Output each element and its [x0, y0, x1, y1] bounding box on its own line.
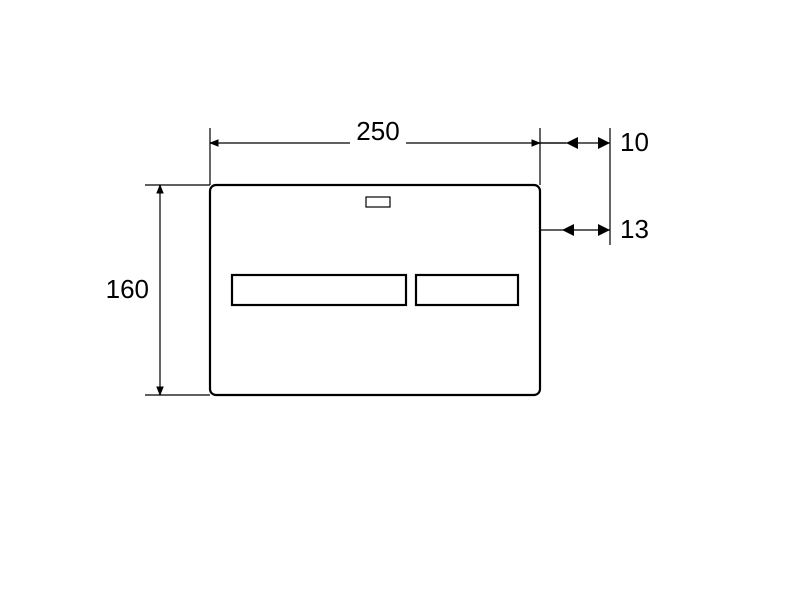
dimension-width: 250	[210, 116, 540, 185]
dimension-width-label: 250	[356, 116, 399, 146]
flush-plate	[210, 185, 540, 395]
dimension-depth-button-label: 13	[620, 214, 649, 244]
dimension-height-label: 160	[106, 274, 149, 304]
dimension-depth-group: 10 13	[540, 127, 649, 245]
dimension-height: 160	[106, 185, 210, 395]
technical-drawing: 250 160 10 13	[0, 0, 800, 600]
dimension-depth-plate-label: 10	[620, 127, 649, 157]
dimension-depth-plate: 10	[540, 127, 649, 157]
dimension-depth-button: 13	[540, 214, 649, 244]
flush-button-large	[232, 275, 406, 305]
flush-button-small	[416, 275, 518, 305]
